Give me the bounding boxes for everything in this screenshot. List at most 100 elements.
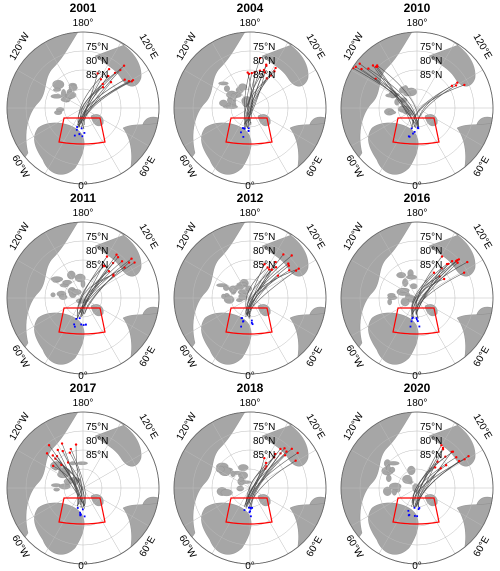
- land-mass: [424, 304, 438, 317]
- drift-track: [81, 69, 121, 124]
- latitude-label: 75°N: [253, 422, 275, 433]
- track-end-marker: [417, 127, 420, 130]
- track-start-marker: [105, 255, 109, 258]
- drift-track: [372, 65, 416, 124]
- track-start-marker: [54, 457, 57, 460]
- longitude-label: 0°: [245, 371, 255, 382]
- track-start-marker: [109, 80, 113, 84]
- track-start-marker: [60, 442, 64, 445]
- track-end-marker: [416, 515, 419, 518]
- longitude-label: 0°: [78, 181, 88, 192]
- drift-track: [52, 465, 80, 507]
- longitude-label: 180°: [407, 18, 428, 29]
- drift-track: [245, 67, 276, 129]
- panel-year-title: 2011: [69, 191, 97, 205]
- drift-track: [245, 462, 267, 504]
- longitude-label: 0°: [245, 561, 255, 571]
- longitude-label: 0°: [78, 561, 88, 571]
- drift-track: [415, 468, 441, 507]
- latitude-label: 80°N: [86, 246, 108, 257]
- track-start-marker: [107, 270, 111, 273]
- track-end-marker: [251, 323, 254, 326]
- drift-track: [247, 266, 277, 318]
- study-region-box: [225, 497, 273, 525]
- longitude-label: 0°: [78, 371, 88, 382]
- drift-track: [84, 275, 114, 315]
- track-end-marker: [413, 130, 416, 133]
- track-start-marker: [467, 454, 470, 458]
- track-start-marker: [282, 253, 285, 256]
- track-start-marker: [68, 451, 72, 454]
- track-end-marker: [83, 515, 86, 518]
- latitude-label: 85°N: [86, 260, 108, 271]
- track-start-marker: [432, 271, 436, 274]
- drift-track: [83, 261, 123, 314]
- track-end-marker: [247, 130, 250, 132]
- track-end-marker: [418, 507, 421, 509]
- track-start-marker: [115, 253, 118, 256]
- track-start-marker: [51, 454, 54, 457]
- track-start-marker: [61, 449, 64, 453]
- latitude-label: 85°N: [420, 70, 442, 81]
- track-start-marker: [258, 69, 262, 72]
- track-end-marker: [240, 131, 242, 134]
- land-mass: [424, 494, 438, 507]
- track-end-marker: [83, 132, 86, 134]
- drift-track: [249, 275, 279, 315]
- track-start-marker: [439, 467, 442, 470]
- longitude-label: 180°: [407, 398, 428, 409]
- track-end-marker: [76, 126, 78, 128]
- track-start-marker: [112, 274, 115, 277]
- track-start-marker: [457, 459, 461, 463]
- map-panel-2010: 75°N 80°N 85°N 180° 0° 120°W 120°E 60°W 60°E 2010: [334, 0, 500, 192]
- track-start-marker: [354, 65, 358, 69]
- map-panel-2020: 75°N 80°N 85°N 180° 0° 120°W 120°E 60°W 60°E 2020: [334, 380, 500, 571]
- drift-track: [61, 443, 79, 507]
- longitude-label: 180°: [407, 208, 428, 219]
- track-end-marker: [242, 320, 244, 323]
- panel-year-title: 2016: [403, 191, 431, 205]
- track-end-marker: [78, 317, 81, 320]
- drift-track: [245, 255, 292, 318]
- land-mass: [7, 412, 79, 564]
- track-end-marker: [73, 325, 76, 328]
- track-start-marker: [444, 463, 448, 467]
- longitude-label: 180°: [73, 18, 94, 29]
- track-start-marker: [99, 78, 103, 81]
- land-mass: [424, 114, 438, 127]
- drift-track: [244, 264, 265, 315]
- track-end-marker: [78, 133, 81, 135]
- land-mass: [341, 412, 413, 564]
- track-start-marker: [74, 443, 78, 446]
- drift-track: [245, 78, 268, 126]
- track-start-marker: [263, 456, 266, 460]
- track-start-marker: [56, 448, 60, 452]
- drift-track: [77, 75, 109, 129]
- panel-year-title: 2017: [69, 381, 97, 395]
- track-start-marker: [101, 85, 105, 89]
- study-region-box: [225, 117, 273, 145]
- drift-track: [77, 68, 110, 127]
- track-start-marker: [130, 257, 133, 260]
- track-start-marker: [258, 56, 262, 60]
- drift-track: [46, 453, 85, 507]
- latitude-label: 85°N: [86, 70, 108, 81]
- land-mass: [174, 32, 246, 184]
- land-mass: [7, 222, 79, 374]
- track-end-marker: [410, 320, 413, 323]
- latitude-label: 75°N: [420, 42, 442, 53]
- track-start-marker: [296, 451, 299, 455]
- track-start-marker: [454, 84, 458, 87]
- track-end-marker: [241, 317, 243, 319]
- land-mass: [174, 222, 246, 374]
- track-end-marker: [409, 325, 412, 328]
- longitude-label: 180°: [240, 208, 261, 219]
- track-end-marker: [242, 135, 245, 138]
- track-end-marker: [250, 319, 253, 322]
- track-start-marker: [51, 464, 55, 468]
- track-start-marker: [297, 267, 300, 270]
- track-start-marker: [265, 63, 268, 66]
- drift-track: [251, 455, 286, 508]
